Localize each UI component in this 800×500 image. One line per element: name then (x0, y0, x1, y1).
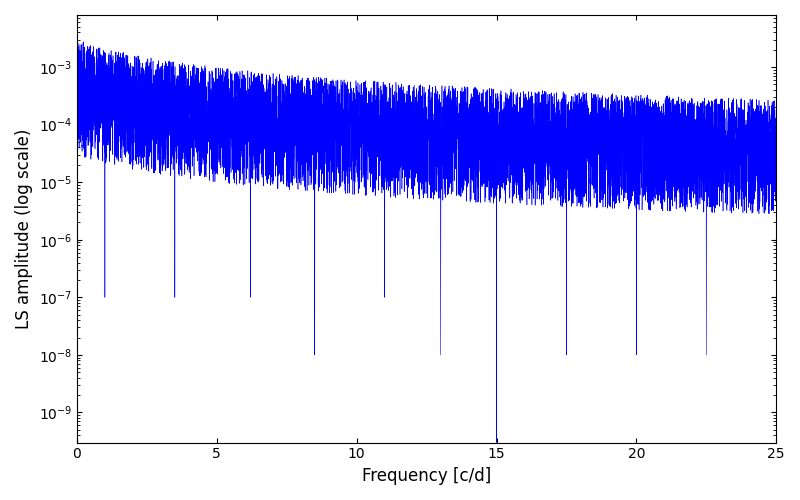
X-axis label: Frequency [c/d]: Frequency [c/d] (362, 467, 491, 485)
Y-axis label: LS amplitude (log scale): LS amplitude (log scale) (15, 128, 33, 329)
